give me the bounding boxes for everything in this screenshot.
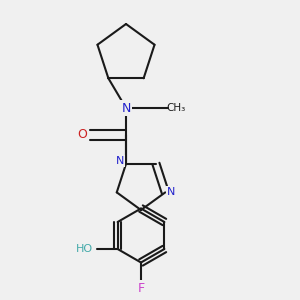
Text: CH₃: CH₃ [166,103,185,113]
Text: O: O [78,128,87,142]
Text: N: N [116,156,124,166]
Text: N: N [121,101,131,115]
Text: F: F [137,281,145,295]
Text: HO: HO [76,244,93,254]
Text: N: N [167,188,176,197]
